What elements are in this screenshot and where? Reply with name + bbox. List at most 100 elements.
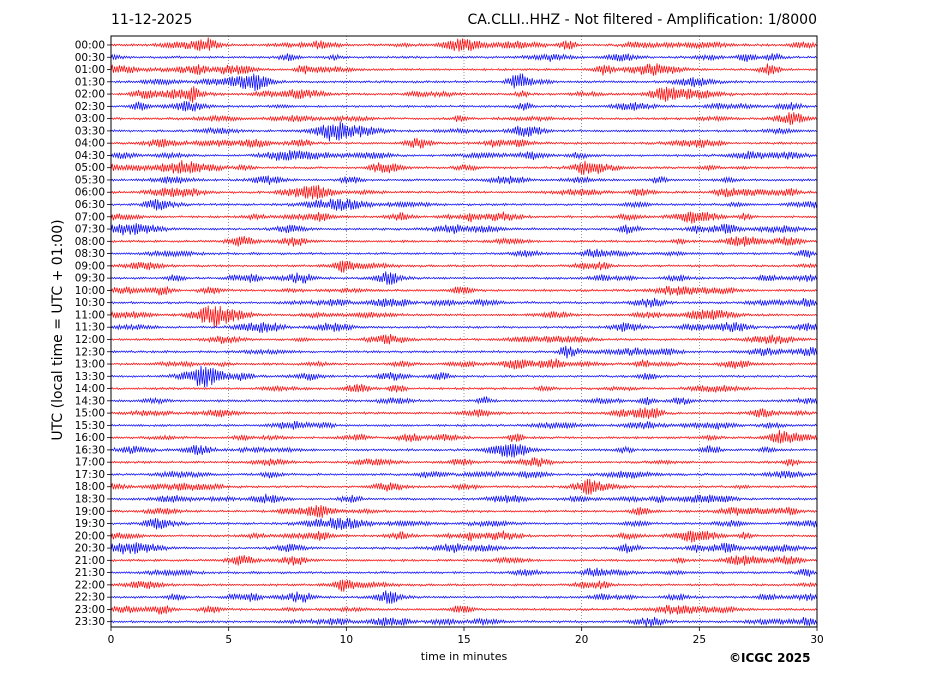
trace-2000 [110,530,817,543]
y-tick-label: 19:00 [75,506,105,518]
trace-0430 [110,149,817,161]
y-tick-label: 18:00 [75,481,105,493]
y-tick-label: 20:00 [75,530,105,542]
trace-2200 [110,579,817,592]
y-tick-label: 15:00 [75,408,105,420]
y-tick-label: 19:30 [75,518,105,530]
y-tick-label: 17:00 [75,457,105,469]
trace-1030 [110,297,817,308]
y-tick-label: 22:30 [75,592,105,604]
trace-1200 [110,334,817,345]
y-tick-label: 13:00 [75,359,105,371]
y-tick-label: 14:30 [75,395,105,407]
y-tick-label: 12:00 [75,334,105,346]
trace-0400 [110,137,817,149]
y-tick-label: 03:00 [75,113,105,125]
y-tick-label: 11:30 [75,322,105,334]
trace-0930 [110,271,817,285]
y-tick-label: 01:00 [75,64,105,76]
trace-0730 [110,223,817,236]
trace-2230 [110,590,817,604]
trace-0600 [110,184,817,200]
x-tick-label: 30 [810,634,823,646]
trace-1400 [110,383,817,393]
x-tick-label: 0 [108,634,115,646]
y-tick-label: 21:00 [75,555,105,567]
date-label: 11-12-2025 [111,12,193,28]
y-tick-label: 05:30 [75,174,105,186]
trace-1100 [110,305,817,328]
copyright-label: ©ICGC 2025 [729,651,811,665]
y-tick-label: 12:30 [75,346,105,358]
trace-1330 [110,365,817,388]
trace-1500 [110,407,817,419]
trace-1830 [110,493,817,504]
trace-0500 [110,160,817,176]
y-tick-label: 03:30 [75,125,105,137]
y-tick-label: 17:30 [75,469,105,481]
x-tick-label: 15 [457,634,470,646]
trace-0100 [110,63,817,76]
y-tick-label: 07:00 [75,211,105,223]
trace-0000 [110,37,817,52]
trace-1730 [110,470,817,479]
trace-2100 [110,555,817,566]
y-tick-label: 02:00 [75,89,105,101]
trace-1130 [110,321,817,333]
y-tick-label: 16:00 [75,432,105,444]
trace-0200 [110,86,817,103]
y-tick-label: 09:30 [75,273,105,285]
trace-1530 [110,420,817,430]
y-tick-label: 22:00 [75,579,105,591]
trace-1230 [110,345,817,359]
y-tick-label: 05:00 [75,162,105,174]
y-tick-label: 08:30 [75,248,105,260]
x-tick-label: 20 [575,634,588,646]
x-tick-label: 5 [225,634,232,646]
trace-1900 [110,504,817,518]
trace-0230 [110,101,817,112]
y-tick-label: 13:30 [75,371,105,383]
trace-1700 [110,457,817,467]
y-tick-label: 10:00 [75,285,105,297]
trace-1300 [110,358,817,370]
trace-0900 [110,260,817,273]
y-tick-label: 21:30 [75,567,105,579]
trace-2330 [110,616,817,627]
trace-2300 [110,604,817,615]
y-tick-label: 16:30 [75,444,105,456]
y-tick-label: 15:30 [75,420,105,432]
trace-1800 [110,478,817,495]
y-tick-label: 23:30 [75,616,105,628]
trace-0700 [110,211,817,224]
trace-0830 [110,248,817,258]
trace-0030 [110,53,817,63]
x-tick-label: 10 [340,634,353,646]
y-tick-label: 09:00 [75,260,105,272]
y-tick-label: 06:30 [75,199,105,211]
y-tick-label: 00:30 [75,52,105,64]
y-tick-label: 23:00 [75,604,105,616]
trace-2130 [110,567,817,577]
y-tick-label: 02:30 [75,101,105,113]
trace-1930 [110,517,817,530]
trace-0530 [110,175,817,186]
x-tick-label: 25 [693,634,706,646]
y-tick-label: 06:00 [75,187,105,199]
y-tick-label: 14:00 [75,383,105,395]
y-tick-label: 08:00 [75,236,105,248]
x-axis-label: time in minutes [420,650,508,663]
station-title: CA.CLLI..HHZ - Not filtered - Amplificat… [467,12,817,28]
trace-0300 [110,112,817,126]
trace-0130 [110,73,817,91]
trace-1430 [110,396,817,406]
y-tick-label: 07:30 [75,224,105,236]
y-tick-label: 01:30 [75,76,105,88]
y-tick-label: 18:30 [75,493,105,505]
trace-2030 [110,542,817,555]
y-tick-label: 00:00 [75,40,105,52]
y-tick-label: 04:30 [75,150,105,162]
y-tick-label: 10:30 [75,297,105,309]
